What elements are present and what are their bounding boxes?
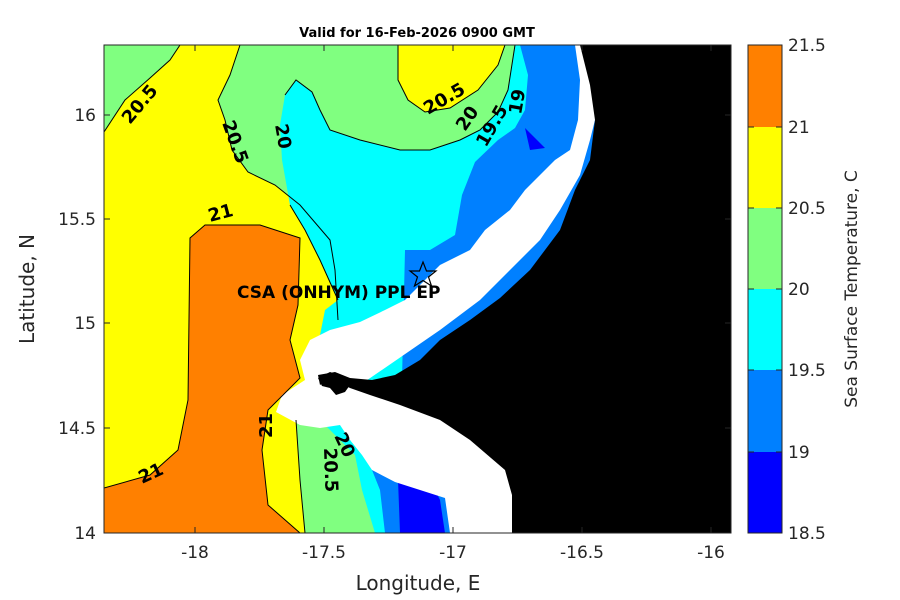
colorbar-tick-label: 21 [788, 118, 810, 138]
station-star-icon[interactable] [408, 260, 438, 288]
contour-label: 20.5 [319, 447, 342, 492]
colorbar-tick-label: 20 [788, 280, 810, 300]
colorbar-tick-label: 19.5 [788, 361, 826, 381]
no-data-mask [276, 45, 605, 533]
colorbar-label: Sea Surface Temperature, C [842, 170, 862, 408]
cape-verde-peninsula [318, 372, 350, 395]
y-axis: 16 15.5 15 14.5 14 Latitude, N [15, 106, 731, 544]
land-mass [318, 45, 731, 533]
colorbar-swatch [748, 208, 782, 289]
colorbar-tick-label: 18.5 [788, 524, 826, 544]
map-area: 20.5 20.5 20 20.5 21 20 19.5 19 21 21 20… [104, 45, 731, 533]
colorbar-swatch [748, 289, 782, 370]
colorbar-swatch [748, 45, 782, 127]
x-axis: -18 -17.5 -17 -16.5 -16 Longitude, E [181, 45, 725, 595]
contour-label: 21 [256, 413, 277, 438]
colorbar-tick-label: 21.5 [788, 36, 826, 56]
colorbar-tick-label: 19 [788, 443, 810, 463]
x-tick-label: -17 [439, 543, 467, 563]
contour-lines [104, 45, 516, 533]
map-title: Valid for 16-Feb-2026 0900 GMT [299, 26, 535, 41]
plot-frame [103, 44, 732, 534]
x-tick-label: -18 [181, 543, 209, 563]
station-label: CSA (ONHYM) PPL EP [237, 283, 440, 303]
y-tick-label: 15.5 [58, 210, 96, 230]
y-axis-label: Latitude, N [15, 234, 39, 344]
colorbar-swatch [748, 127, 782, 208]
colorbar-swatch [748, 452, 782, 533]
colorbar-tick-label: 20.5 [788, 199, 826, 219]
y-tick-label: 16 [74, 106, 96, 126]
contour-label: 19 [505, 88, 530, 116]
x-tick-label: -16.5 [560, 543, 604, 563]
sst-band-20.5-21-north [398, 45, 505, 112]
x-tick-label: -16 [697, 543, 725, 563]
x-axis-label: Longitude, E [356, 571, 481, 595]
x-tick-label: -17.5 [302, 543, 346, 563]
colorbar-swatch [748, 370, 782, 452]
y-tick-label: 15 [74, 314, 96, 334]
colorbar: 21.5 21 20.5 20 19.5 19 18.5 Sea Surface… [747, 36, 862, 544]
contour-label: 20 [270, 122, 295, 150]
y-tick-label: 14 [74, 524, 96, 544]
y-tick-label: 14.5 [58, 419, 96, 439]
